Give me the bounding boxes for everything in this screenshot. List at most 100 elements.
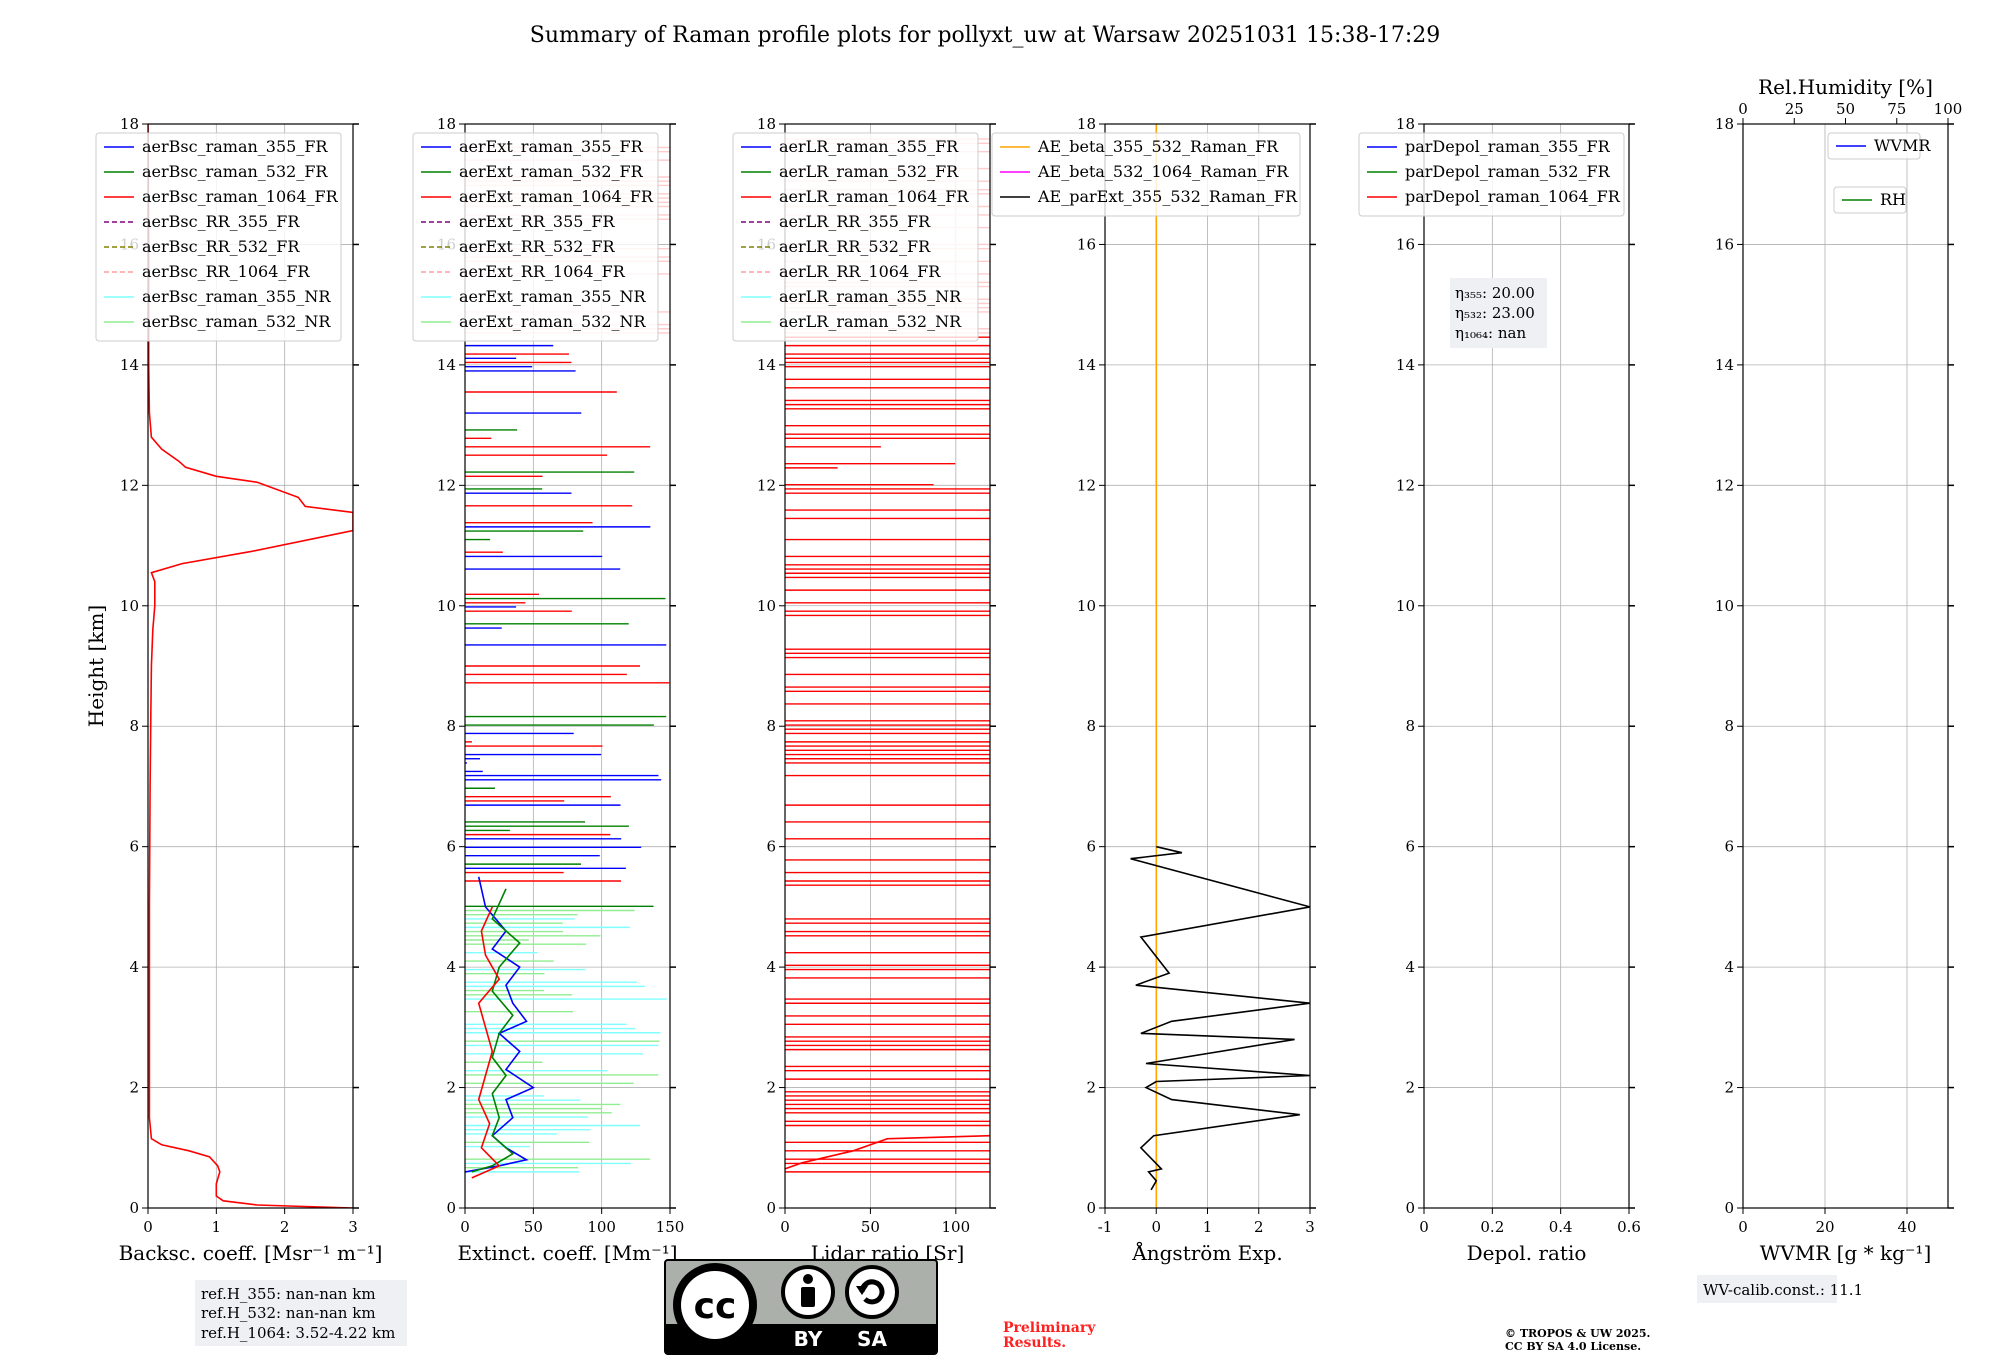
ytick-label: 2: [766, 1079, 776, 1097]
legend-box: [991, 132, 1301, 217]
x-axis-label: Depol. ratio: [1467, 1241, 1587, 1265]
plot-frame: [784, 123, 991, 1209]
ytick-label: 4: [129, 958, 139, 976]
series-aerExt_raman_1064_FR: [471, 906, 501, 1179]
ytick-label: 6: [446, 838, 456, 856]
ytick-label: 2: [446, 1079, 456, 1097]
xtick-label: -1: [1098, 1218, 1113, 1236]
xtick-label: 50: [861, 1218, 880, 1236]
ytick-label: 12: [1077, 476, 1096, 494]
legend: aerBsc_raman_355_FR aerBsc_raman_532_FRae…: [95, 132, 342, 342]
plot-frame: [147, 123, 354, 1209]
copyright-line-1: © TROPOS & UW 2025.: [1505, 1327, 1650, 1340]
legend-label: aerExt_RR_532_FR: [459, 237, 616, 256]
cc-by-sa-icon: cc BY SA: [664, 1259, 938, 1355]
ytick-label: 18: [437, 115, 456, 133]
ytick-label: 18: [1396, 115, 1415, 133]
x-axis-label: Backsc. coeff. [Msr⁻¹ m⁻¹]: [119, 1241, 383, 1265]
ytick-label: 16: [1715, 235, 1734, 253]
top-x-axis-label: Rel.Humidity [%]: [1758, 75, 1933, 99]
wv-calib-text: WV-calib.const.: 11.1: [1703, 1281, 1863, 1299]
legend: parDepol_raman_355_FR parDepol_raman_532_…: [1358, 132, 1625, 217]
ytick-label: 10: [1396, 597, 1415, 615]
ytick-label: 0: [1724, 1199, 1734, 1217]
legend-label: aerBsc_RR_532_FR: [142, 237, 300, 256]
panel-water_vapor: 0 20 40 0 2 4 6 8 10 12 14 16 18 WVMR [g * kg⁻¹] 0 25 50…: [1715, 75, 1962, 1265]
xtick-label: 150: [656, 1218, 685, 1236]
ytick-label: 8: [446, 717, 456, 735]
top-xtick-label: 0: [1738, 100, 1748, 118]
ytick-label: 2: [1086, 1079, 1096, 1097]
legend-box: [1358, 132, 1625, 217]
legend-label: aerExt_raman_355_NR: [459, 287, 647, 306]
ytick-label: 16: [1396, 235, 1415, 253]
legend-label: aerBsc_RR_355_FR: [142, 212, 300, 231]
legend: aerLR_raman_355_FR aerLR_raman_532_FR aerL…: [732, 132, 979, 342]
ytick-label: 0: [446, 1199, 456, 1217]
xtick-label: 0: [460, 1218, 470, 1236]
legend-label: aerLR_raman_532_NR: [779, 312, 962, 331]
ref-height-box-bg: [195, 1280, 407, 1346]
top-xtick-label: 100: [1934, 100, 1963, 118]
xtick-label: 40: [1897, 1218, 1916, 1236]
ytick-label: 10: [757, 597, 776, 615]
legend-label: aerBsc_raman_532_NR: [142, 312, 331, 331]
ytick-label: 0: [1086, 1199, 1096, 1217]
ytick-label: 14: [757, 356, 776, 374]
ytick-label: 6: [1086, 838, 1096, 856]
ytick-label: 14: [437, 356, 456, 374]
xtick-label: 0.2: [1480, 1218, 1504, 1236]
wv-calib-box-bg: [1697, 1275, 1837, 1303]
x-axis-label: Extinct. coeff. [Mm⁻¹]: [457, 1241, 677, 1265]
legend-label: AE_beta_355_532_Raman_FR: [1037, 137, 1279, 156]
legend-box: [732, 132, 979, 342]
legend-box: [412, 132, 659, 342]
cc-text: cc: [694, 1286, 737, 1327]
wv-calib-box: WV-calib.const.: 11.1: [1697, 1275, 1863, 1303]
plot-frame: [1742, 123, 1949, 1209]
eta-1064: η₁₀₆₄: nan: [1455, 324, 1526, 342]
ref-height-532: ref.H_532: nan-nan km: [201, 1304, 376, 1322]
legend-label: AE_parExt_355_532_Raman_FR: [1037, 187, 1298, 206]
ytick-label: 10: [120, 597, 139, 615]
preliminary-line-1: Preliminary: [1003, 1320, 1096, 1336]
legend-label: WVMR: [1874, 136, 1931, 155]
ytick-label: 6: [1724, 838, 1734, 856]
ytick-label: 2: [1724, 1079, 1734, 1097]
xtick-label: 0.4: [1549, 1218, 1573, 1236]
xtick-label: 2: [1254, 1218, 1264, 1236]
legend-label: aerExt_raman_532_FR: [459, 162, 644, 181]
ytick-label: 2: [1405, 1079, 1415, 1097]
panel-lidar_ratio: 050100024681012141618Lidar ratio [Sr]aer…: [732, 115, 996, 1265]
legend-label: aerBsc_raman_355_NR: [142, 287, 331, 306]
xtick-label: 0: [1151, 1218, 1161, 1236]
ytick-label: 14: [120, 356, 139, 374]
ytick-label: 12: [1715, 476, 1734, 494]
legend-label: aerLR_raman_1064_FR: [779, 187, 969, 206]
legend-label: aerExt_raman_1064_FR: [459, 187, 654, 206]
y-axis-label: Height [km]: [84, 605, 108, 727]
ytick-label: 16: [1077, 235, 1096, 253]
ref-height-1064: ref.H_1064: 3.52-4.22 km: [201, 1324, 395, 1342]
ytick-label: 8: [1405, 717, 1415, 735]
sa-arrow-head: [856, 1286, 868, 1295]
ytick-label: 0: [766, 1199, 776, 1217]
xtick-label: 50: [524, 1218, 543, 1236]
ytick-label: 2: [129, 1079, 139, 1097]
xtick-label: 0: [143, 1218, 153, 1236]
figure-title: Summary of Raman profile plots for polly…: [530, 23, 1440, 48]
panel-backscatter: 0123024681012141618Backsc. coeff. [Msr⁻¹…: [84, 115, 382, 1265]
xtick-label: 3: [1305, 1218, 1315, 1236]
ytick-label: 14: [1715, 356, 1734, 374]
sa-arrow-icon: [859, 1279, 885, 1305]
ytick-label: 12: [1396, 476, 1415, 494]
xtick-label: 100: [587, 1218, 616, 1236]
ytick-label: 18: [120, 115, 139, 133]
legend-label: aerBsc_raman_532_FR: [142, 162, 328, 181]
ytick-label: 0: [129, 1199, 139, 1217]
panel-extinction: 050100150024681012141618Extinct. coeff. …: [412, 115, 685, 1265]
xtick-label: 0: [1738, 1218, 1748, 1236]
ytick-label: 6: [766, 838, 776, 856]
ytick-label: 4: [446, 958, 456, 976]
